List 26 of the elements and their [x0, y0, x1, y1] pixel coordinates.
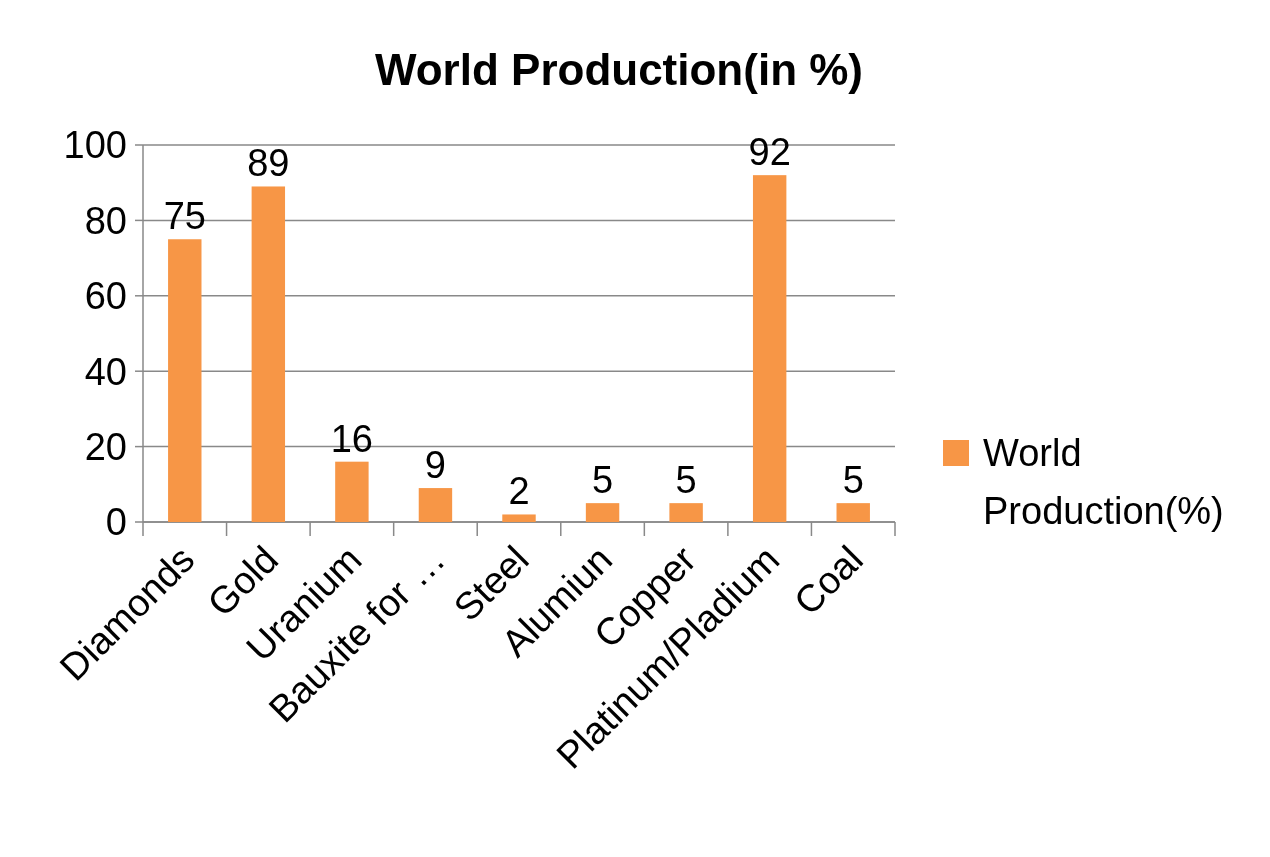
bar — [669, 503, 703, 522]
data-label: 16 — [330, 417, 374, 460]
bar — [168, 239, 202, 522]
bar — [585, 503, 620, 522]
legend-label: World Production(%) — [983, 432, 1224, 533]
bar — [418, 488, 453, 522]
data-label: 5 — [842, 459, 864, 502]
y-tick-label: 60 — [84, 275, 127, 318]
data-label: 89 — [247, 142, 290, 185]
y-tick-label: 80 — [84, 199, 127, 242]
bar — [752, 175, 787, 522]
chart-title: World Production(in %) — [374, 45, 864, 94]
data-label: 5 — [591, 459, 614, 502]
y-tick-label: 20 — [84, 425, 127, 468]
y-tick-label: 100 — [63, 124, 127, 167]
data-label: 75 — [163, 195, 206, 238]
data-label: 92 — [748, 131, 791, 174]
bar — [251, 186, 286, 522]
bar — [335, 461, 369, 522]
bar — [502, 514, 536, 522]
y-tick-label: 0 — [105, 501, 127, 544]
data-label: 2 — [508, 470, 530, 513]
bar — [836, 503, 870, 522]
data-label: 9 — [424, 444, 447, 487]
data-label: 5 — [675, 459, 697, 502]
y-tick-label: 40 — [84, 350, 127, 393]
